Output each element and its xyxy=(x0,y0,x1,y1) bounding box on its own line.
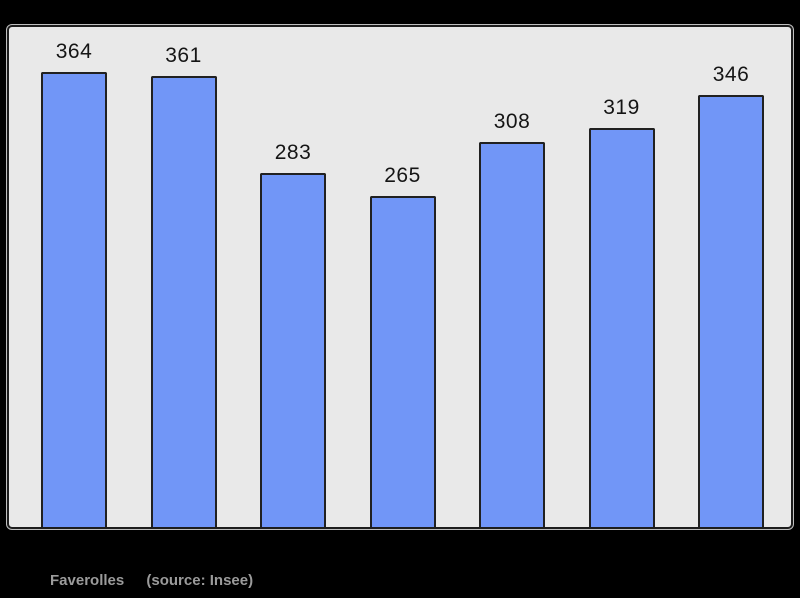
bar-value-label: 319 xyxy=(603,96,640,120)
caption-place-name: Faverolles xyxy=(50,572,125,589)
bar-value-label: 265 xyxy=(384,163,421,187)
bar xyxy=(588,128,655,527)
bar-value-label: 364 xyxy=(55,40,93,63)
bar xyxy=(150,75,217,527)
caption-source: (source: Insee) xyxy=(146,572,254,589)
bar xyxy=(260,173,326,527)
plot-area: 364 361 283 265 308 319 346 xyxy=(9,27,791,527)
bar xyxy=(698,94,764,527)
chart-caption: Faverolles (source: Insee) xyxy=(50,572,253,589)
bar-value-label: 283 xyxy=(274,141,312,165)
bar xyxy=(479,142,545,527)
bar xyxy=(41,72,107,527)
bar-value-label: 308 xyxy=(493,110,531,133)
chart-panel: 364 361 283 265 308 319 346 xyxy=(7,25,793,529)
bar xyxy=(369,195,436,527)
bar-value-label: 346 xyxy=(712,62,750,86)
bar-value-label: 361 xyxy=(165,43,202,67)
